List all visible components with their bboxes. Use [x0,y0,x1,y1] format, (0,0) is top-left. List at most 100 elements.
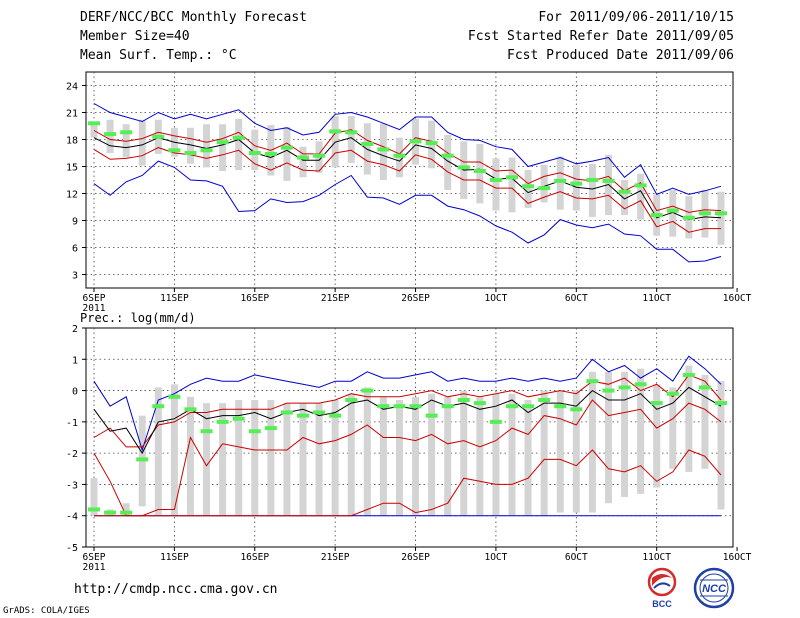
observed-marker [280,410,293,415]
observed-marker [136,457,149,462]
observed-marker [216,140,229,145]
spread-box [604,371,612,504]
spread-box [363,387,371,516]
y-tick-label: 0 [72,387,78,398]
spread-box [540,390,548,516]
ncc-logo-text: NCC [702,583,727,595]
observed-marker [184,407,197,412]
observed-marker [618,385,631,390]
observed-marker [457,397,470,402]
observed-marker [297,413,309,418]
observed-marker [232,416,245,421]
footer-url[interactable]: http://cmdp.ncc.cma.gov.cn [74,582,278,597]
spread-box [717,191,725,245]
observed-marker [377,147,390,152]
spread-box [347,393,355,516]
spread-box [219,124,227,171]
observed-marker [409,139,422,144]
spread-box [492,158,500,211]
observed-marker [473,401,486,406]
spread-box [379,123,387,180]
spread-box [299,146,307,178]
observed-marker [120,510,133,515]
spread-box [524,399,532,516]
x-tick-label: 11OCT [642,293,671,304]
observed-marker [441,153,454,158]
bcc-logo-icon: BCC [647,567,677,609]
x-tick-label: 16OCT [723,552,752,563]
plot-frame [85,71,734,289]
spread-box [653,384,661,488]
spread-box [492,393,500,516]
spread-box [556,156,564,210]
spread-box [395,399,403,516]
observed-marker [264,426,277,431]
observed-marker [120,130,133,135]
precip-chart-title: Prec.: log(mm/d) [80,311,196,325]
observed-marker [361,142,374,146]
observed-marker [586,379,599,384]
spread-box [444,135,452,190]
x-tick-label: 6OCT [565,293,588,304]
spread-box [90,478,98,516]
spread-box [412,396,420,516]
x-tick-label: 11SEP [160,552,189,563]
y-tick-label: -5 [66,543,78,554]
series-line-mean [93,137,722,221]
y-tick-label: 6 [72,244,78,255]
observed-marker [698,385,711,390]
spread-box [106,119,114,153]
spread-box [203,403,211,516]
observed-marker [666,208,679,213]
observed-marker [200,148,213,153]
observed-marker [570,181,583,186]
y-tick-label: 18 [66,136,78,147]
observed-marker [329,129,342,134]
spread-box [122,503,130,516]
observed-marker [393,404,406,409]
x-tick-label: 6SEP [83,552,106,563]
series-line-mean [93,386,722,455]
y-tick-label: 1 [72,355,78,366]
x-tick-label: 21SEP [321,552,350,563]
y-tick-label: 2 [72,324,78,335]
observed-marker [361,388,374,393]
x-tick-label: 26SEP [401,552,430,563]
y-tick-label: 15 [66,163,78,174]
observed-marker [506,404,518,409]
spread-box [299,403,307,516]
observed-marker [313,153,326,158]
x-tick-label: 6SEP [83,293,106,304]
header-line-3-left: Mean Surf. Temp.: °C [80,48,237,63]
ncc-logo-icon: NCC [693,567,735,609]
spread-box [588,371,596,513]
observed-marker [264,151,277,156]
observed-marker [489,178,502,182]
spread-box [235,399,243,516]
spread-box [524,170,532,208]
spread-box [717,381,725,510]
bcc-logo-text: BCC [652,599,672,609]
observed-marker [506,175,518,180]
series-line-upper [93,129,722,213]
spread-box [283,126,291,181]
y-tick-label: -3 [66,480,78,491]
spread-box [637,173,645,220]
spread-box [685,365,693,472]
observed-marker [715,401,727,406]
observed-marker [200,429,213,434]
spread-box [588,163,596,217]
observed-marker [216,419,229,424]
observed-marker [634,183,647,188]
observed-marker [554,178,567,183]
grads-credit: GrADS: COLA/IGES [3,606,90,616]
header-line-2-right: Fcst Started Refer Date 2011/09/05 [467,29,734,44]
spread-box [669,387,677,469]
spread-box [508,393,516,516]
x-tick-label: 26SEP [401,293,430,304]
observed-marker [682,372,695,377]
observed-marker [586,178,599,182]
y-tick-label: 3 [72,271,78,282]
